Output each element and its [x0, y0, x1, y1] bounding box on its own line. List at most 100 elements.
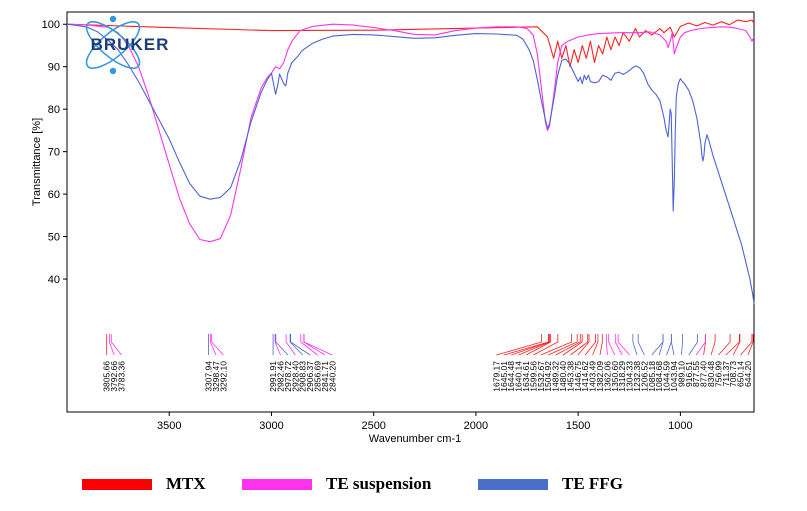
- peak-label: 1644.48: [506, 361, 516, 392]
- peak-label: 830.48: [706, 361, 716, 387]
- peak-leader-line: [681, 334, 683, 356]
- peak-label: 1679.17: [491, 361, 501, 392]
- x-tick-label: 3000: [259, 420, 283, 432]
- x-tick-label: 1500: [566, 420, 590, 432]
- peak-label: 1599.56: [528, 361, 538, 392]
- x-tick-label: 1000: [668, 420, 692, 432]
- peak-label: 1362.06: [602, 361, 612, 392]
- peak-label: 2928.40: [290, 361, 300, 392]
- peak-label: 877.40: [699, 361, 709, 387]
- peak-annotations: 3805.66 1679.171645.011644.481640.141634.…: [102, 334, 754, 392]
- peak-leader-line: [608, 334, 616, 356]
- peak-label: 2841.71: [320, 361, 330, 392]
- peak-leader-line: [285, 334, 296, 356]
- plot-area: 100 90 80 70 60 50 40 3500 3000 2500 2000 1500 1000: [42, 11, 755, 432]
- peak-leader-line: [496, 334, 542, 356]
- logo-text: BRUKER: [91, 35, 170, 54]
- logo-orbit-1: [85, 21, 141, 69]
- peak-leader-line: [592, 334, 599, 356]
- peak-leader-line: [651, 334, 664, 356]
- peak-leader-line: [274, 334, 281, 356]
- peak-label: 1232.38: [632, 361, 642, 392]
- peak-leader-line: [617, 334, 630, 356]
- peak-label: 1318.29: [617, 361, 627, 392]
- peak-leader-line: [109, 334, 115, 356]
- legend: MTX TE suspension TE FFG: [0, 474, 807, 502]
- peak-label: 3792.66: [109, 361, 119, 392]
- series-line-te-suspension: [66, 23, 755, 243]
- peak-label: 2856.69: [313, 361, 323, 392]
- peak-leader-line: [275, 334, 289, 356]
- peak-leader-line: [725, 334, 740, 356]
- peak-leader-line: [606, 334, 608, 356]
- bruker-logo: BRUKER: [85, 15, 170, 75]
- legend-swatch-te-ffg: [478, 479, 548, 490]
- peak-label: 650.14: [736, 361, 746, 387]
- peak-leader-line: [570, 334, 589, 356]
- peak-leader-line: [740, 334, 753, 356]
- peak-leader-line: [666, 334, 672, 356]
- peak-label: 1044.59: [662, 361, 672, 392]
- legend-swatch-te-suspension: [242, 479, 312, 490]
- y-tick-label: 70: [48, 147, 60, 159]
- peak-leader-line: [289, 334, 303, 356]
- peak-leader-line: [732, 334, 741, 356]
- peak-label: 1453.38: [565, 361, 575, 392]
- x-axis-title: Wavenumber cm-1: [369, 433, 462, 445]
- peak-leader-line: [637, 334, 645, 356]
- peak-leader-line: [658, 334, 664, 356]
- x-tick-label: 2500: [361, 420, 385, 432]
- peak-label: 1532.67: [536, 361, 546, 392]
- peak-label: 1350.60: [610, 361, 620, 392]
- peak-leader-line: [518, 334, 550, 356]
- peak-leader-line: [290, 334, 311, 356]
- peak-leader-line: [599, 334, 603, 356]
- peak-leader-line: [671, 334, 675, 356]
- peak-leader-line: [718, 334, 731, 356]
- peak-label: 1403.49: [588, 361, 598, 392]
- peak-label: 1206.52: [639, 361, 649, 392]
- peak-leader-line: [303, 334, 333, 356]
- peak-leader-line: [303, 334, 326, 356]
- peak-label: 2840.20: [327, 361, 337, 392]
- y-tick-label: 60: [48, 189, 60, 201]
- y-tick-label: 90: [48, 62, 60, 74]
- peak-leader-line: [110, 334, 122, 356]
- peak-leader-line: [525, 334, 551, 356]
- peak-label: 756.99: [713, 361, 723, 387]
- peak-label: 877.55: [691, 361, 701, 387]
- peak-leader-line: [584, 334, 596, 356]
- series-line-mtx: [66, 19, 755, 68]
- peak-label: 916.51: [684, 361, 694, 387]
- peak-leader-line: [577, 334, 590, 356]
- legend-label-te-ffg: TE FFG: [562, 474, 623, 493]
- peak-label: 1645.01: [499, 361, 509, 392]
- peak-label: 2982.46: [276, 361, 286, 392]
- series-line-te-ffg: [66, 23, 755, 304]
- legend-label-mtx: MTX: [166, 474, 206, 493]
- peak-label: 3298.47: [211, 361, 221, 392]
- peak-label: 1084.68: [654, 361, 664, 392]
- y-axis-title: Transmittance [%]: [31, 118, 43, 206]
- peak-label: 1489.32: [551, 361, 561, 392]
- logo-orbit-2: [85, 21, 141, 69]
- logo-electron-top: [109, 15, 117, 23]
- peak-leader-line: [747, 334, 754, 356]
- peak-leader-line: [695, 334, 706, 356]
- logo-electron-bottom: [109, 67, 117, 75]
- plot-frame: [66, 11, 755, 413]
- peak-label: 3805.66: [102, 361, 112, 392]
- legend-label-te-suspension: TE suspension: [326, 474, 432, 493]
- peak-leader-line: [688, 334, 698, 356]
- y-tick-label: 50: [48, 232, 60, 244]
- peak-label: 3783.36: [117, 361, 127, 392]
- peak-leader-line: [209, 334, 217, 356]
- peak-leader-line: [548, 334, 578, 356]
- y-tick-label: 40: [48, 274, 60, 286]
- legend-swatch-mtx: [82, 479, 152, 490]
- peak-leader-line: [614, 334, 623, 356]
- peak-label: 708.73: [728, 361, 738, 387]
- peak-leader-line: [300, 334, 318, 356]
- peak-label: 711.37: [721, 361, 731, 387]
